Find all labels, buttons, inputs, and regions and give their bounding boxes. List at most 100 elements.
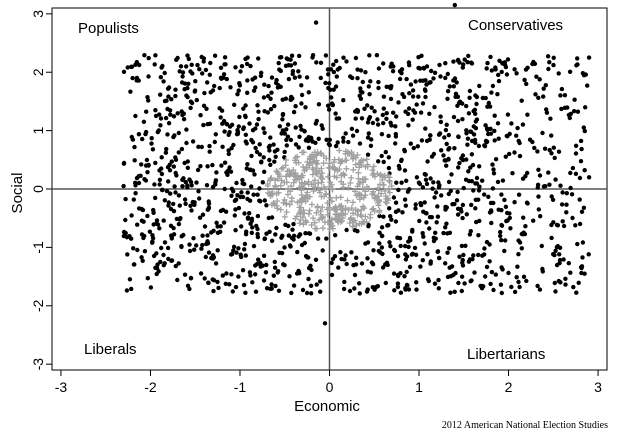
scatter-point: [567, 115, 572, 121]
scatter-point: [516, 192, 522, 197]
scatter-point: [291, 221, 296, 227]
scatter-point: [229, 272, 234, 277]
center-point: [298, 183, 305, 190]
center-point: [267, 177, 273, 184]
scatter-point: [145, 213, 150, 219]
scatter-point: [153, 108, 158, 113]
scatter-point: [242, 211, 247, 216]
quadrant-label-populists: Populists: [78, 20, 139, 37]
scatter-point: [360, 79, 365, 85]
scatter-point: [489, 220, 494, 226]
scatter-point: [353, 109, 358, 114]
scatter-point: [299, 127, 304, 132]
scatter-point: [486, 100, 491, 106]
center-point: [388, 183, 395, 189]
scatter-point: [331, 87, 336, 92]
scatter-point: [325, 103, 331, 108]
scatter-point: [146, 162, 151, 168]
scatter-point: [132, 144, 137, 150]
scatter-point: [381, 94, 387, 99]
scatter-point: [482, 252, 487, 257]
center-point: [329, 198, 335, 205]
scatter-point: [250, 140, 256, 145]
scatter-point: [283, 63, 289, 68]
center-point: [283, 179, 290, 186]
scatter-point: [149, 141, 154, 146]
scatter-point: [516, 238, 521, 243]
scatter-point: [493, 157, 499, 162]
scatter-point: [495, 179, 501, 185]
scatter-point: [550, 197, 556, 202]
scatter-point: [573, 151, 579, 156]
center-point: [304, 195, 311, 202]
center-point: [357, 179, 364, 185]
scatter-point: [480, 178, 485, 183]
center-point: [303, 219, 310, 226]
scatter-point: [357, 291, 362, 296]
center-point: [303, 166, 310, 173]
scatter-point: [514, 275, 519, 280]
scatter-point: [251, 192, 256, 197]
scatter-point: [267, 157, 272, 163]
scatter-point: [419, 53, 424, 58]
x-tick-label: 0: [326, 379, 334, 395]
scatter-point: [245, 162, 250, 167]
scatter-point: [264, 203, 269, 208]
scatter-point: [493, 272, 498, 277]
scatter-point: [556, 71, 561, 76]
scatter-point: [150, 147, 156, 152]
scatter-point: [403, 252, 408, 257]
center-point: [377, 181, 383, 188]
scatter-point: [208, 90, 213, 95]
scatter-point: [556, 149, 562, 154]
scatter-point: [493, 67, 498, 72]
center-point: [312, 159, 319, 166]
scatter-point: [509, 284, 514, 290]
scatter-point: [154, 218, 160, 223]
scatter-point: [413, 79, 418, 84]
quadrant-label-conservatives: Conservatives: [468, 17, 563, 34]
scatter-point: [455, 118, 461, 124]
scatter-point: [127, 277, 133, 282]
scatter-point: [197, 67, 202, 72]
scatter-point: [477, 164, 482, 169]
scatter-point: [244, 229, 249, 234]
scatter-point: [207, 72, 212, 78]
scatter-point: [408, 141, 413, 146]
scatter-point: [394, 114, 399, 119]
scatter-point: [439, 148, 444, 153]
scatter-point: [210, 277, 215, 282]
center-point: [336, 147, 343, 154]
scatter-point: [380, 112, 385, 118]
scatter-point: [188, 69, 193, 74]
scatter-point: [482, 246, 487, 251]
scatter-point: [484, 66, 489, 71]
scatter-point: [428, 259, 433, 264]
center-point: [323, 191, 330, 198]
scatter-point: [227, 282, 232, 287]
scatter-point: [420, 78, 426, 83]
scatter-point: [129, 64, 135, 70]
scatter-point: [218, 65, 224, 71]
scatter-point: [469, 179, 474, 184]
scatter-point: [455, 189, 460, 195]
scatter-point: [198, 271, 204, 276]
scatter-point: [123, 217, 128, 223]
scatter-point: [410, 227, 415, 233]
scatter-point: [293, 104, 298, 109]
scatter-point: [264, 286, 270, 291]
scatter-point: [269, 282, 274, 287]
scatter-point: [130, 75, 135, 81]
scatter-point: [239, 224, 244, 229]
scatter-point: [423, 177, 429, 182]
scatter-point: [485, 127, 490, 132]
scatter-point: [473, 126, 479, 131]
scatter-point: [427, 111, 432, 117]
scatter-point: [376, 79, 381, 85]
scatter-point: [212, 53, 218, 58]
scatter-point: [466, 53, 471, 59]
scatter-point: [547, 60, 552, 65]
scatter-point: [570, 165, 576, 171]
scatter-point: [521, 215, 526, 220]
scatter-point: [261, 126, 266, 131]
